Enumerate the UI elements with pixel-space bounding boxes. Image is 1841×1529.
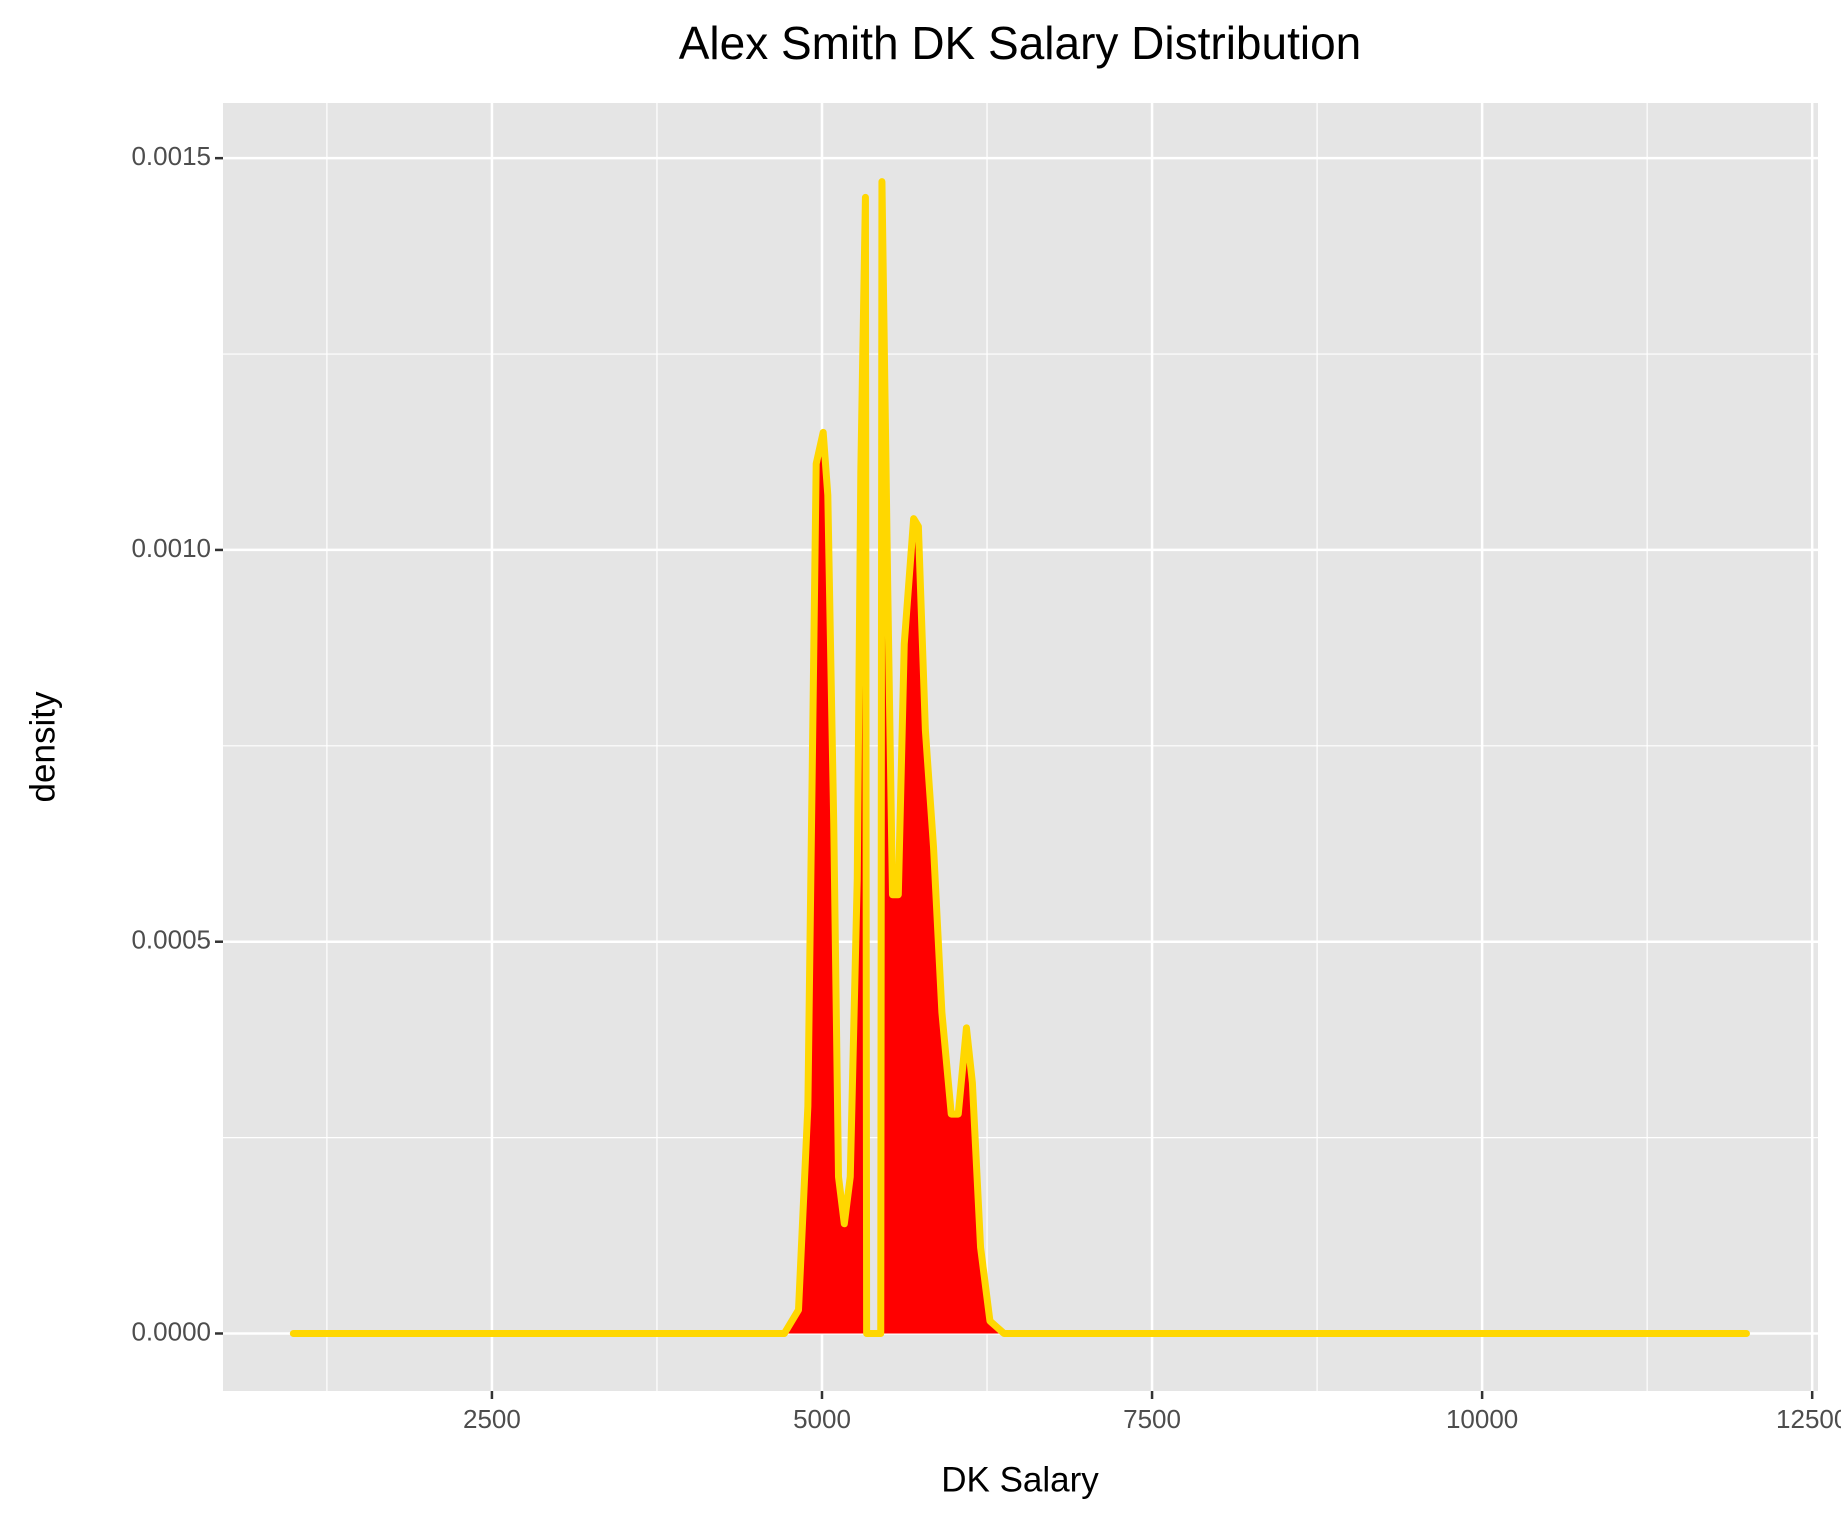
chart-title: Alex Smith DK Salary Distribution xyxy=(679,17,1362,69)
y-tick-label: 0.0005 xyxy=(131,925,211,955)
density-line xyxy=(289,178,1750,1337)
x-axis-title: DK Salary xyxy=(941,1460,1099,1499)
x-tick-label: 10000 xyxy=(1446,1404,1518,1434)
y-tick-label: 0.0000 xyxy=(131,1316,211,1346)
x-tick-label: 7500 xyxy=(1123,1404,1181,1434)
y-tick-label: 0.0015 xyxy=(131,141,211,171)
x-tick-label: 5000 xyxy=(793,1404,851,1434)
plot-panel xyxy=(223,103,1818,1391)
y-tick-label: 0.0010 xyxy=(131,533,211,563)
y-axis-title: density xyxy=(23,691,62,802)
x-tick-label: 2500 xyxy=(463,1404,521,1434)
